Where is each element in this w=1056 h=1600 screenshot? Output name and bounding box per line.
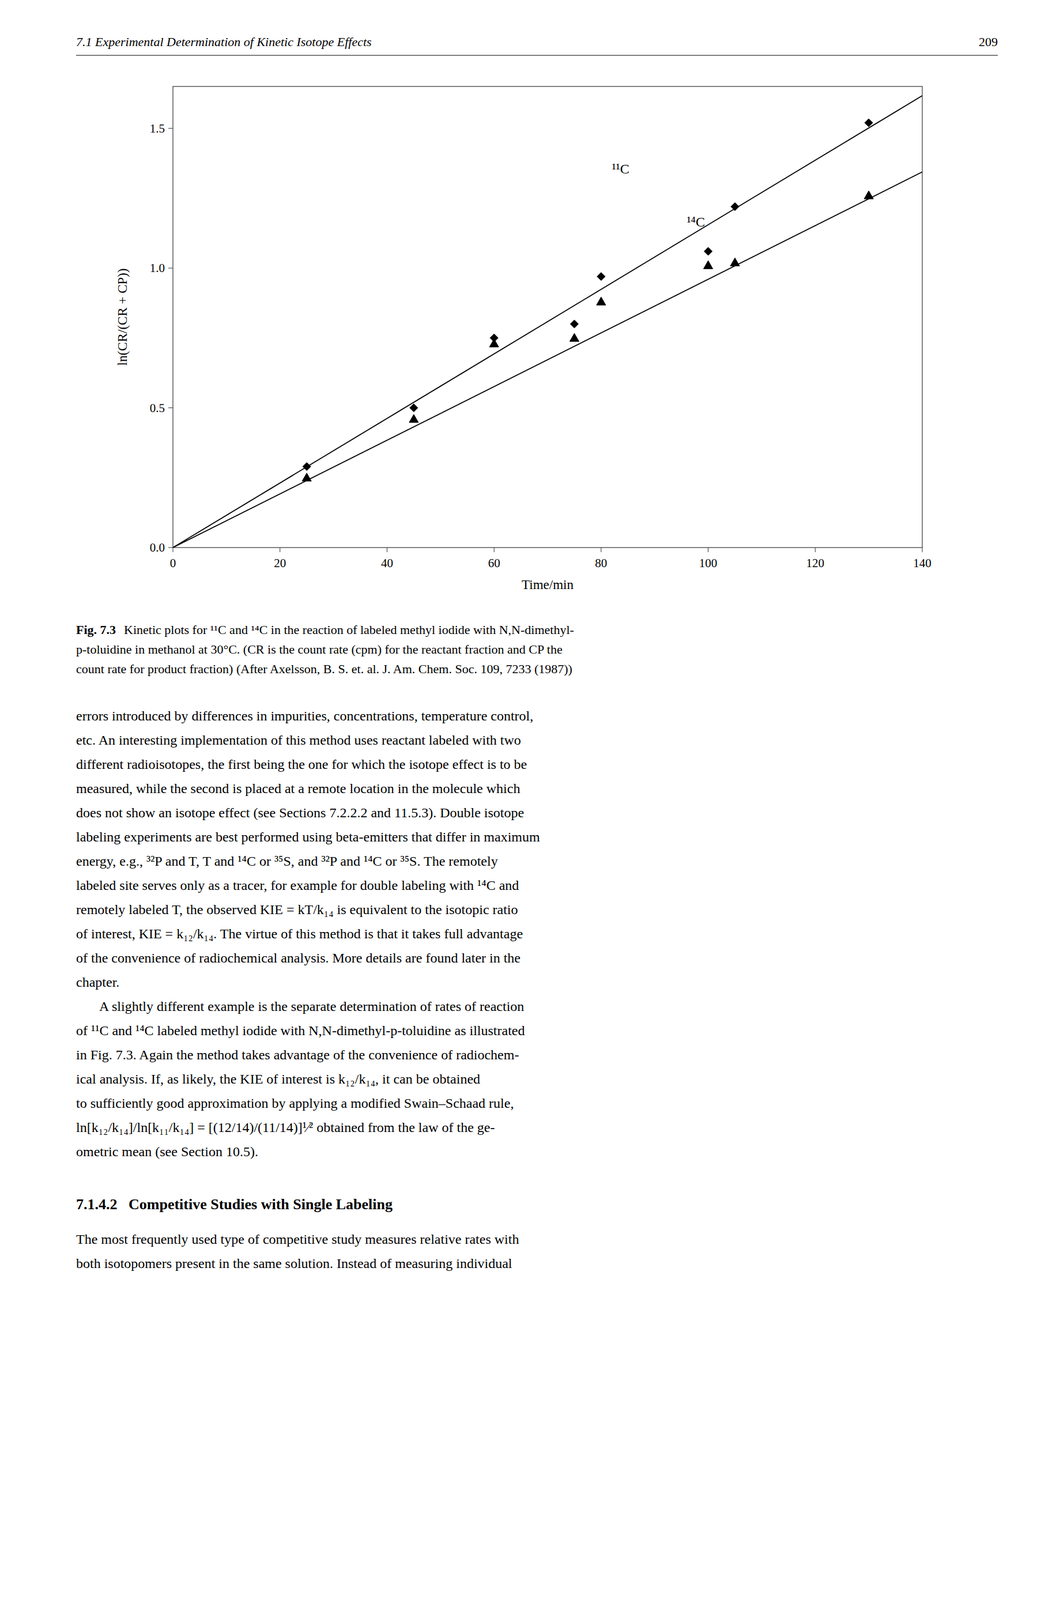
header-right: 209 (978, 34, 998, 49)
x-tick-label: 120 (806, 556, 825, 571)
body-line: measured, while the second is placed at … (76, 781, 520, 797)
y-tick (168, 127, 173, 129)
point (703, 260, 714, 269)
x-tick (600, 547, 602, 553)
y-tick (168, 407, 173, 409)
y-tick-label: 0.5 (149, 401, 165, 416)
x-tick (172, 547, 174, 553)
x-tick-label: 40 (381, 556, 394, 571)
body-line: A slightly different example is the sepa… (99, 998, 524, 1014)
body-line: chapter. (76, 974, 120, 990)
page: 7.1 Experimental Determination of Kineti… (0, 0, 1056, 1600)
body-line: different radioisotopes, the first being… (76, 756, 527, 772)
plot-data (172, 95, 923, 548)
x-tick (493, 547, 495, 553)
point (596, 296, 606, 305)
y-axis-label: ln(CR/(CR + CP)) (115, 268, 130, 367)
body-line: ln[k₁₂/k₁₄]/ln[k₁₁/k₁₄] = [(12/14)/(11/1… (76, 1119, 495, 1135)
header-left: 7.1 Experimental Determination of Kineti… (76, 34, 372, 49)
point (569, 333, 579, 342)
fit-line (172, 95, 923, 548)
point (704, 247, 713, 256)
caption-label: Fig. 7.3 (76, 622, 116, 637)
point (489, 338, 499, 348)
x-tick-label: 20 (273, 556, 286, 571)
body-line: in Fig. 7.3. Again the method takes adva… (76, 1047, 519, 1063)
x-tick (386, 547, 388, 553)
y-tick-label: 0.0 (149, 540, 165, 555)
x-tick-label: 100 (699, 556, 718, 571)
x-tick-label: 80 (594, 556, 607, 571)
body-line: errors introduced by differences in impu… (76, 708, 534, 724)
point (570, 319, 579, 328)
body-line: ometric mean (see Section 10.5). (76, 1144, 259, 1160)
section-heading: 7.1.4.2 Competitive Studies with Single … (76, 1196, 393, 1213)
body-line: of the convenience of radiochemical anal… (76, 950, 521, 966)
line-label: ¹⁴C (686, 214, 705, 230)
x-tick-label: 60 (488, 556, 501, 571)
body-line: to sufficiently good approximation by ap… (76, 1095, 514, 1111)
x-tick (815, 547, 816, 553)
body-line: remotely labeled T, the observed KIE = k… (76, 902, 519, 918)
body-line: energy, e.g., ³²P and T, T and ¹⁴C or ³⁵… (76, 853, 499, 869)
body-line: The most frequently used type of competi… (76, 1231, 519, 1247)
x-axis-label: Time/min (521, 577, 574, 592)
plot-frame (172, 86, 923, 548)
x-tick (707, 547, 709, 553)
body-line: labeled site serves only as a tracer, fo… (76, 877, 519, 893)
body-line: both isotopomers present in the same sol… (76, 1256, 513, 1272)
x-tick-label: 0 (170, 556, 177, 571)
axes: 0 20 40 60 80 100 120 140 0.0 0.5 1.0 1.5 Time/min ln… (115, 86, 932, 592)
body-line: labeling experiments are best performed … (76, 829, 541, 845)
x-tick-label: 140 (913, 556, 932, 571)
x-tick (922, 547, 923, 553)
y-tick (168, 268, 173, 269)
fit-line (172, 171, 923, 548)
body-line: does not show an isotope effect (see Sec… (76, 805, 524, 821)
point (864, 118, 873, 127)
point (409, 414, 419, 423)
caption-line: count rate for product fraction) (After … (76, 661, 573, 677)
point (597, 272, 606, 281)
body-line: etc. An interesting implementation of th… (76, 732, 522, 748)
point (409, 404, 418, 413)
y-tick-label: 1.0 (149, 261, 165, 275)
y-tick (168, 547, 173, 549)
caption-line: Kinetic plots for ¹¹C and ¹⁴C in the rea… (123, 622, 575, 637)
body-line: ical analysis. If, as likely, the KIE of… (76, 1071, 481, 1087)
background (0, 0, 1056, 1600)
y-tick-label: 1.5 (149, 121, 165, 136)
line-label: ¹¹C (611, 161, 629, 177)
body-line: of interest, KIE = k₁₂/k₁₄. The virtue o… (76, 926, 523, 942)
header-rule (76, 55, 998, 56)
x-tick (279, 547, 281, 553)
annotations: ¹¹C ¹⁴C (611, 161, 705, 230)
caption-line: p-toluidine in methanol at 30°C. (CR is … (76, 642, 563, 657)
body-line: of ¹¹C and ¹⁴C labeled methyl iodide wit… (76, 1023, 525, 1039)
chart: 0 20 40 60 80 100 120 140 0.0 0.5 1.0 1.5 Time/min ln… (115, 86, 932, 592)
